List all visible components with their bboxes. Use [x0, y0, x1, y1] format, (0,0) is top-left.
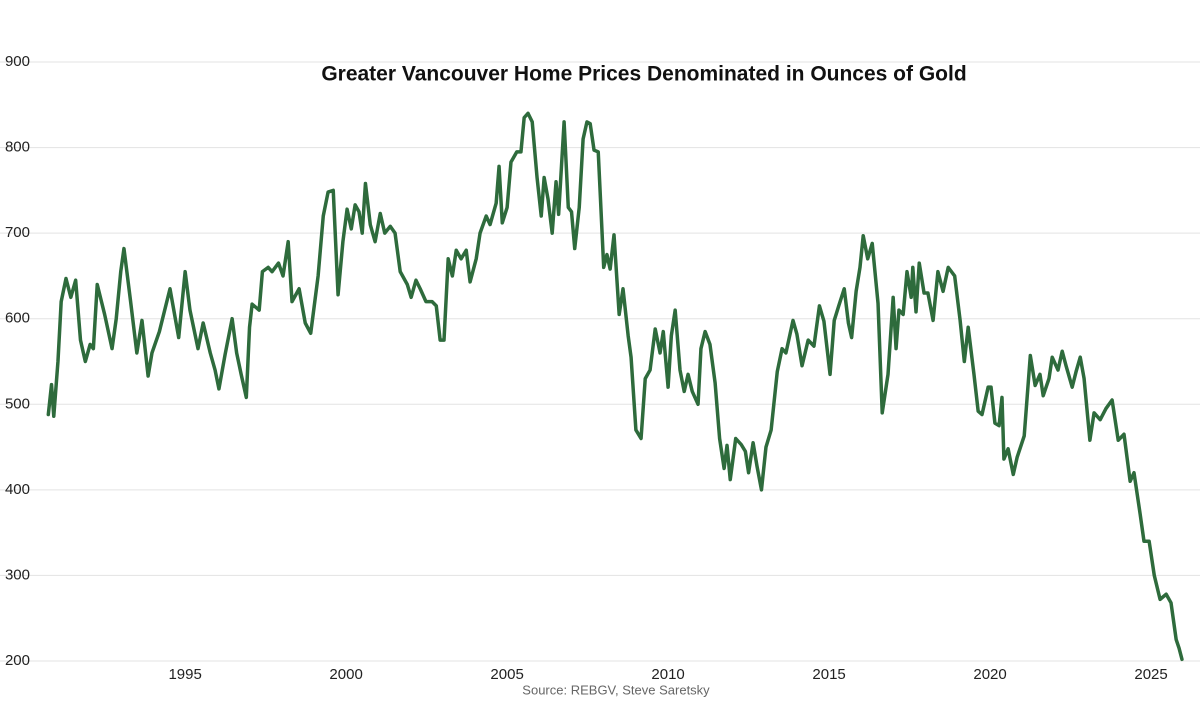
chart-title: Greater Vancouver Home Prices Denominate…: [321, 63, 966, 86]
y-tick-label: 900: [5, 53, 30, 70]
x-tick-label: 1995: [168, 666, 201, 683]
y-tick-label: 500: [5, 395, 30, 412]
y-tick-label: 200: [5, 652, 30, 669]
y-tick-label: 700: [5, 224, 30, 241]
x-tick-label: 2000: [329, 666, 362, 683]
x-tick-label: 2020: [973, 666, 1006, 683]
data-line: [46, 111, 1184, 662]
x-tick-label: 2025: [1134, 666, 1167, 683]
source-note: Source: REBGV, Steve Saretsky: [522, 682, 710, 697]
x-tick-label: 2005: [490, 666, 523, 683]
grid: [0, 61, 1200, 662]
x-tick-label: 2010: [651, 666, 684, 683]
y-tick-label: 400: [5, 481, 30, 498]
y-tick-label: 600: [5, 310, 30, 327]
y-tick-label: 300: [5, 566, 30, 583]
x-tick-label: 2015: [812, 666, 845, 683]
y-tick-label: 800: [5, 139, 30, 156]
